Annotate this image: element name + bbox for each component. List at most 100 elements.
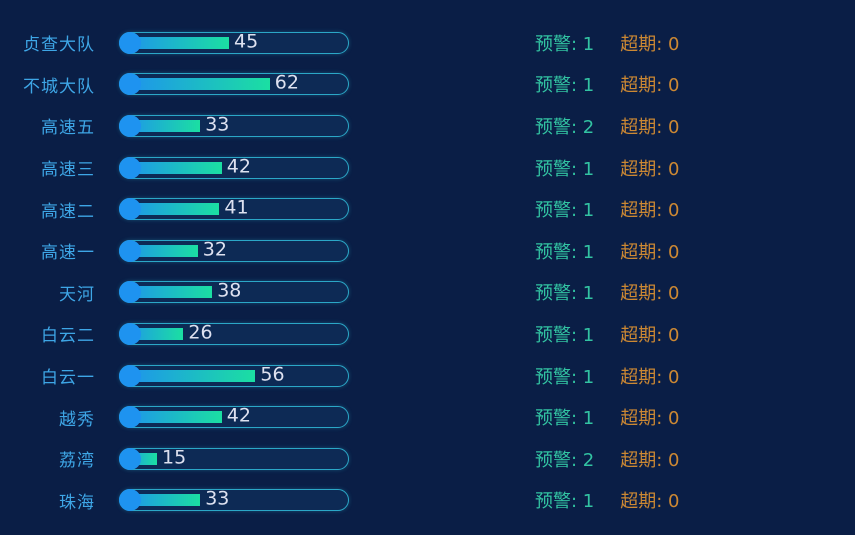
brigade-bar-chart-panel: 贞查大队 45 预警: 1 超期: 0 不城大队 62 预警: 1 超期: 0 高速五 33 预警:… (0, 22, 855, 522)
bar-value: 42 (226, 404, 251, 427)
warning-count: 预警: 1 (535, 200, 595, 222)
bar-track[interactable]: 26 (119, 321, 349, 345)
row-stats: 预警: 1 超期: 0 (535, 279, 680, 305)
bar-track[interactable]: 33 (119, 113, 349, 137)
bar-cap-circle-icon (119, 31, 141, 54)
row-stats: 预警: 2 超期: 0 (535, 446, 680, 472)
row-stats: 预警: 2 超期: 0 (535, 113, 680, 139)
category-label: 白云二 (41, 326, 95, 347)
chart-row: 白云二 26 预警: 1 超期: 0 (0, 313, 855, 355)
bar-value: 33 (205, 488, 230, 511)
warning-count: 预警: 1 (535, 75, 595, 97)
bar-cap-circle-icon (119, 364, 141, 387)
row-stats: 预警: 1 超期: 0 (535, 321, 680, 347)
overdue-count: 超期: 0 (620, 200, 680, 222)
row-stats: 预警: 1 超期: 0 (535, 71, 680, 97)
row-stats: 预警: 1 超期: 0 (535, 196, 680, 222)
bar-track[interactable]: 32 (119, 238, 349, 262)
category-label: 珠海 (59, 492, 95, 513)
bar-track[interactable]: 56 (119, 363, 349, 387)
bar-fill (121, 286, 213, 299)
bar-fill (121, 78, 270, 91)
warning-count: 预警: 1 (535, 366, 595, 388)
bar-cap-circle-icon (119, 281, 141, 304)
row-stats: 预警: 1 超期: 0 (535, 404, 680, 430)
category-label: 越秀 (59, 409, 95, 430)
row-stats: 预警: 1 超期: 0 (535, 487, 680, 513)
overdue-count: 超期: 0 (620, 324, 680, 346)
bar-track[interactable]: 33 (119, 488, 349, 512)
bar-track[interactable]: 38 (119, 280, 349, 304)
bar-track[interactable]: 15 (119, 446, 349, 470)
bar-cap-circle-icon (119, 198, 141, 221)
bar-fill (121, 203, 220, 216)
chart-row: 不城大队 62 预警: 1 超期: 0 (0, 64, 855, 106)
category-label: 高速二 (41, 201, 95, 222)
bar-value: 41 (224, 196, 249, 219)
bar-fill (121, 369, 256, 382)
bar-value: 62 (274, 72, 299, 95)
category-label: 贞查大队 (23, 35, 95, 56)
category-label: 不城大队 (23, 76, 95, 97)
warning-count: 预警: 1 (535, 491, 595, 513)
bar-cap-circle-icon (119, 73, 141, 96)
chart-row: 白云一 56 预警: 1 超期: 0 (0, 355, 855, 397)
row-stats: 预警: 1 超期: 0 (535, 238, 680, 264)
category-label: 高速一 (41, 243, 95, 264)
chart-row: 天河 38 预警: 1 超期: 0 (0, 272, 855, 314)
chart-row: 高速五 33 预警: 2 超期: 0 (0, 105, 855, 147)
chart-row: 越秀 42 预警: 1 超期: 0 (0, 396, 855, 438)
overdue-count: 超期: 0 (620, 491, 680, 513)
chart-row: 高速二 41 预警: 1 超期: 0 (0, 188, 855, 230)
chart-row: 贞查大队 45 预警: 1 超期: 0 (0, 22, 855, 64)
warning-count: 预警: 1 (535, 283, 595, 305)
bar-cap-circle-icon (119, 239, 141, 262)
bar-fill (121, 161, 222, 174)
bar-track[interactable]: 62 (119, 72, 349, 96)
bar-value: 15 (162, 446, 187, 469)
bar-value: 45 (234, 30, 259, 53)
bar-cap-circle-icon (119, 156, 141, 179)
bar-fill (121, 411, 222, 424)
overdue-count: 超期: 0 (620, 158, 680, 180)
overdue-count: 超期: 0 (620, 449, 680, 471)
category-label: 高速五 (41, 118, 95, 139)
category-label: 荔湾 (59, 451, 95, 472)
warning-count: 预警: 1 (535, 33, 595, 55)
overdue-count: 超期: 0 (620, 116, 680, 138)
category-label: 高速三 (41, 160, 95, 181)
row-stats: 预警: 1 超期: 0 (535, 155, 680, 181)
chart-row: 高速三 42 预警: 1 超期: 0 (0, 147, 855, 189)
warning-count: 预警: 1 (535, 408, 595, 430)
bar-value: 42 (226, 155, 251, 178)
chart-row: 高速一 32 预警: 1 超期: 0 (0, 230, 855, 272)
category-label: 天河 (59, 284, 95, 305)
overdue-count: 超期: 0 (620, 75, 680, 97)
bar-cap-circle-icon (119, 322, 141, 345)
row-stats: 预警: 1 超期: 0 (535, 363, 680, 389)
bar-track[interactable]: 42 (119, 155, 349, 179)
bar-track[interactable]: 42 (119, 404, 349, 429)
bar-cap-circle-icon (119, 447, 141, 470)
warning-count: 预警: 1 (535, 241, 595, 263)
bar-value: 56 (260, 363, 285, 386)
warning-count: 预警: 2 (535, 116, 595, 138)
bar-value: 38 (217, 280, 242, 303)
warning-count: 预警: 1 (535, 158, 595, 180)
overdue-count: 超期: 0 (620, 366, 680, 388)
bar-value: 33 (205, 113, 230, 136)
bar-track[interactable]: 41 (119, 196, 349, 221)
bar-value: 26 (188, 321, 213, 344)
bar-value: 32 (202, 238, 227, 261)
chart-row: 荔湾 15 预警: 2 超期: 0 (0, 438, 855, 480)
chart-row: 珠海 33 预警: 1 超期: 0 (0, 480, 855, 522)
warning-count: 预警: 1 (535, 324, 595, 346)
bar-cap-circle-icon (119, 489, 141, 512)
overdue-count: 超期: 0 (620, 408, 680, 430)
warning-count: 预警: 2 (535, 449, 595, 471)
row-stats: 预警: 1 超期: 0 (535, 30, 680, 56)
category-label: 白云一 (41, 368, 95, 389)
overdue-count: 超期: 0 (620, 241, 680, 263)
bar-track[interactable]: 45 (119, 30, 349, 54)
bar-fill (121, 36, 229, 49)
